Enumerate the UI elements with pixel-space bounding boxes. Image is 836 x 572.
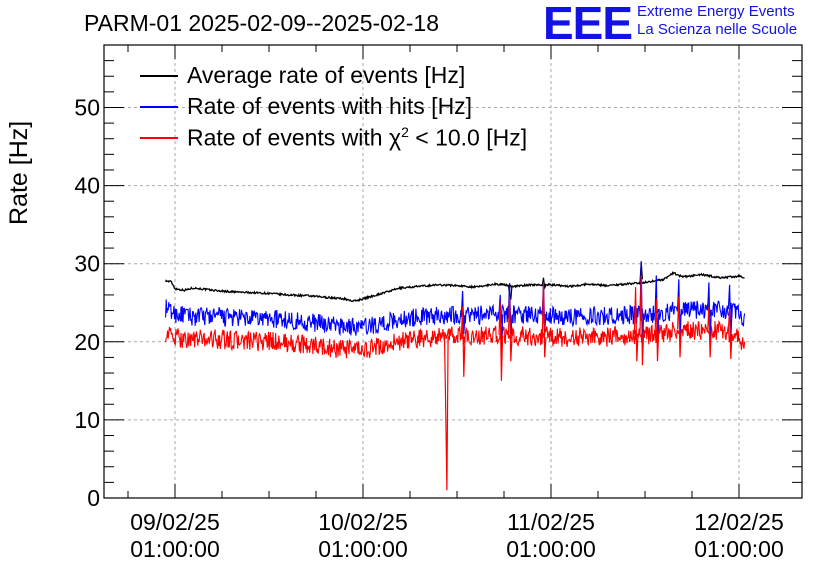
spike-chi2 bbox=[498, 302, 504, 381]
series-layer bbox=[165, 261, 746, 491]
y-axis-label: Rate [Hz] bbox=[5, 120, 33, 225]
legend-swatch-chi2 bbox=[140, 136, 178, 139]
y-tick-label: 50 bbox=[74, 94, 100, 120]
legend-label-chi2-exponent: 2 bbox=[401, 123, 409, 140]
spike-chi2 bbox=[639, 275, 645, 366]
spike-chi2 bbox=[677, 296, 682, 358]
x-tick-label-date: 09/02/25 bbox=[130, 509, 220, 535]
legend-label-chi2: Rate of events with χ2 < 10.0 [Hz] bbox=[187, 124, 527, 152]
logo-caption-line2: La Scienza nelle Scuole bbox=[637, 21, 798, 38]
logo-caption-line1: Extreme Energy Events bbox=[637, 3, 795, 20]
legend-swatch-hits bbox=[140, 105, 178, 108]
chart-title: PARM-01 2025-02-09--2025-02-18 bbox=[84, 10, 439, 36]
spike-chi2 bbox=[443, 336, 449, 491]
series-line-average bbox=[165, 271, 745, 303]
plot-frame bbox=[103, 44, 803, 499]
legend: Average rate of events [Hz] Rate of even… bbox=[140, 60, 527, 153]
spike-chi2 bbox=[507, 296, 513, 362]
x-tick-label-date: 12/02/25 bbox=[694, 509, 784, 535]
y-tick-label: 20 bbox=[74, 329, 100, 355]
x-tick-label-date: 10/02/25 bbox=[318, 509, 408, 535]
eee-logo: EEE bbox=[543, 0, 633, 49]
tick-layer bbox=[104, 44, 802, 499]
legend-label-chi2-prefix: Rate of events with bbox=[187, 124, 389, 151]
spike-chi2 bbox=[633, 287, 639, 362]
legend-swatch-average bbox=[140, 74, 178, 77]
legend-label-hits: Rate of events with hits [Hz] bbox=[187, 93, 473, 119]
x-tick-label-time: 01:00:00 bbox=[318, 536, 408, 562]
logo-caption: Extreme Energy Events La Scienza nelle S… bbox=[637, 3, 797, 39]
tick-label-layer: 0102030405009/02/2501:00:0010/02/2501:00… bbox=[74, 94, 783, 562]
series-line-hits bbox=[165, 299, 746, 337]
spike-chi2 bbox=[654, 298, 660, 362]
y-tick-label: 10 bbox=[74, 407, 100, 433]
legend-label-chi2-symbol: χ bbox=[389, 124, 402, 151]
series-line-chi2 bbox=[165, 320, 746, 359]
y-tick-label: 30 bbox=[74, 251, 100, 277]
x-tick-label-time: 01:00:00 bbox=[130, 536, 220, 562]
y-tick-label: 0 bbox=[87, 485, 100, 511]
x-tick-label-date: 11/02/25 bbox=[507, 509, 595, 535]
legend-item-chi2: Rate of events with χ2 < 10.0 [Hz] bbox=[140, 122, 527, 153]
legend-item-average: Average rate of events [Hz] bbox=[140, 60, 527, 91]
legend-label-chi2-suffix: < 10.0 [Hz] bbox=[408, 124, 528, 151]
spike-chi2 bbox=[707, 306, 712, 358]
x-tick-label-time: 01:00:00 bbox=[694, 536, 784, 562]
legend-label-average: Average rate of events [Hz] bbox=[187, 62, 466, 88]
legend-item-hits: Rate of events with hits [Hz] bbox=[140, 91, 527, 122]
spike-chi2 bbox=[727, 308, 733, 360]
spike-chi2 bbox=[541, 283, 547, 358]
spike-average bbox=[541, 277, 547, 290]
y-tick-label: 40 bbox=[74, 173, 100, 199]
x-tick-label-time: 01:00:00 bbox=[506, 536, 596, 562]
spike-chi2 bbox=[460, 306, 466, 377]
